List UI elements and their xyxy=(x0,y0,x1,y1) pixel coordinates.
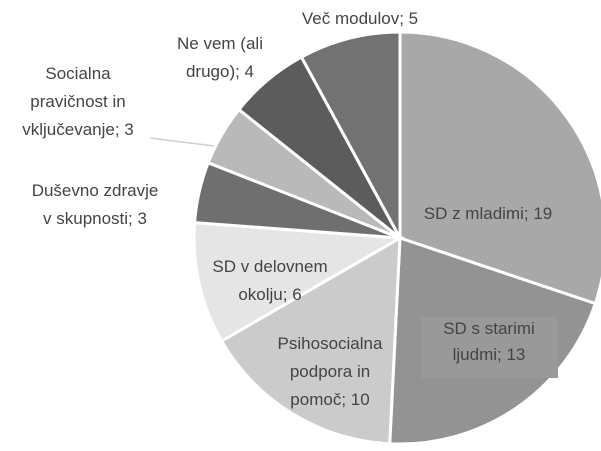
data-label: SD v delovnem okolju; 6 xyxy=(212,257,327,304)
data-label: SD s starimi ljudmi; 13 xyxy=(443,319,535,364)
data-label: Duševno zdravje v skupnosti; 3 xyxy=(32,181,159,228)
data-label: Socialna pravičnost in vključevanje; 3 xyxy=(22,64,134,139)
leader-line xyxy=(149,137,215,147)
data-label: SD z mladimi; 19 xyxy=(424,204,552,223)
data-label: Ne vem (ali drugo); 4 xyxy=(177,34,263,81)
pie xyxy=(192,30,601,446)
slice xyxy=(398,30,601,306)
data-label: Psihosocialna podpora in pomoč; 10 xyxy=(278,334,383,409)
slice xyxy=(219,235,402,446)
label-box xyxy=(421,317,558,378)
slice xyxy=(299,30,402,239)
labels: SD z mladimi; 19 SD s starimi ljudmi; 13 Ps… xyxy=(22,9,558,409)
slice xyxy=(192,220,405,344)
data-label: Več modulov; 5 xyxy=(302,9,418,28)
